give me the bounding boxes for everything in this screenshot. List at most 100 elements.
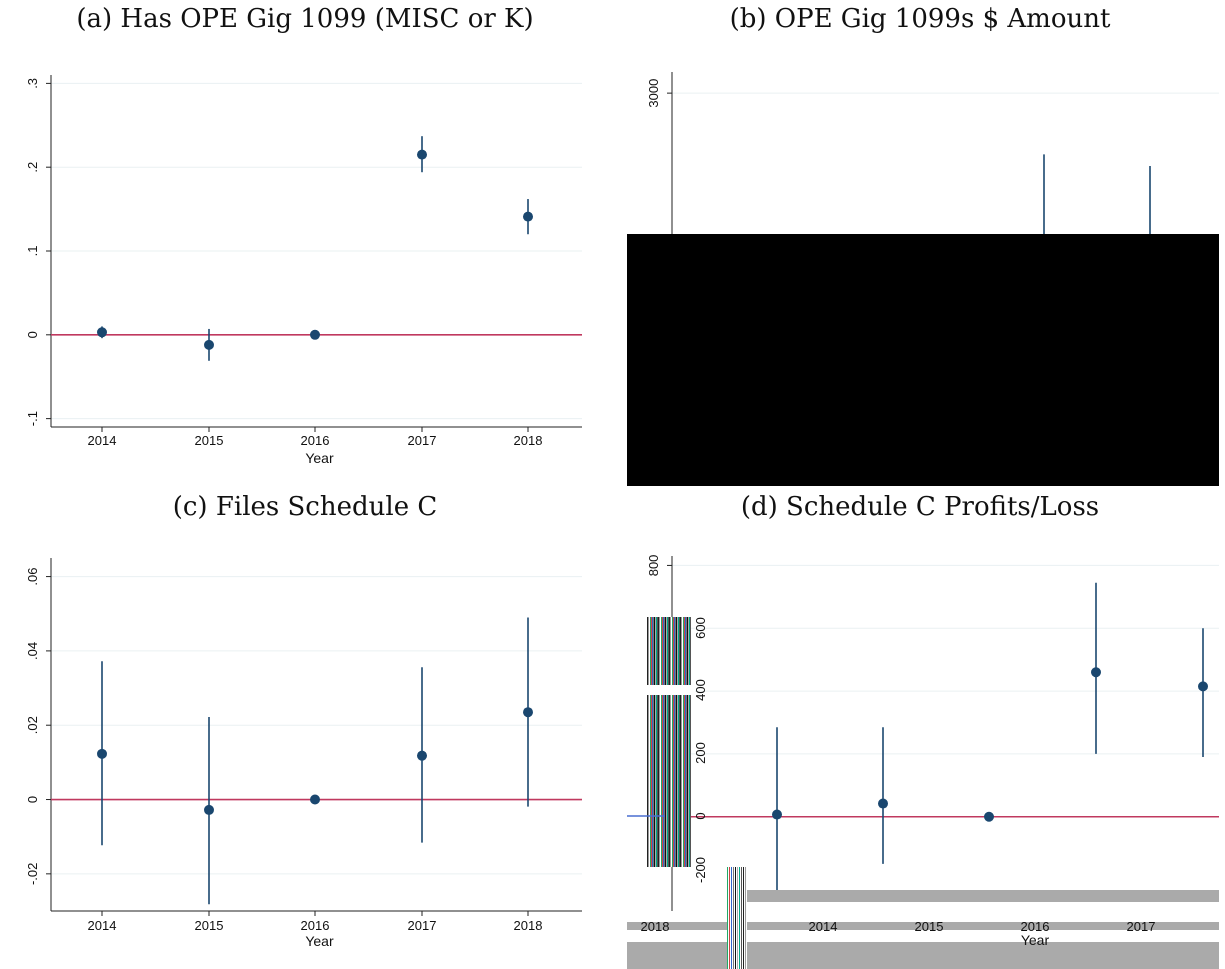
caption-a: (a) Has OPE Gig 1099 (MISC or K) (76, 4, 534, 34)
x-tick-label: 2018 (514, 918, 543, 933)
glitch-x-tick-label: 2015 (915, 919, 944, 934)
glitch-stripe (741, 867, 742, 969)
y-tick-label: .1 (25, 246, 40, 257)
caption-d: (d) Schedule C Profits/Loss (740, 492, 1100, 522)
glitch-stripe (666, 617, 667, 867)
glitch-stripe (671, 617, 672, 867)
glitch-stripe (731, 867, 732, 969)
x-axis-title: Year (305, 450, 334, 466)
chart-c: -.02 0 .02 .04 .06 2014 2015 2016 2017 2018 Year (6, 540, 594, 965)
glitch-stripe (733, 867, 734, 969)
glitch-x-tick-label: 2017 (1127, 919, 1156, 934)
data-point (97, 748, 107, 759)
chart-a: -.1 0 .1 .2 .3 2014 2015 2016 2017 2018 Year (6, 42, 594, 484)
data-point (523, 211, 533, 222)
x-tick-label: 2015 (195, 433, 224, 448)
glitch-stripe (745, 867, 746, 969)
glitch-y-tick-label: -200 (693, 857, 708, 883)
data-point (984, 811, 994, 822)
glitch-stripe (650, 617, 651, 867)
data-point (1198, 681, 1208, 692)
caption-b: (b) OPE Gig 1099s $ Amount (729, 4, 1111, 34)
glitch-stripe (670, 617, 671, 867)
x-tick-label: 2017 (408, 433, 437, 448)
glitch-stripe (669, 617, 670, 867)
x-tick-label: 2014 (88, 918, 117, 933)
x-tick-label: 2014 (88, 433, 117, 448)
y-tick-label: 0 (25, 331, 40, 338)
glitch-stripe (687, 617, 688, 867)
glitch-stripe (727, 867, 728, 969)
data-point (310, 329, 320, 340)
glitch-bar (627, 922, 1219, 930)
glitch-y-tick-label: 400 (693, 679, 708, 701)
glitch-x-tick-label: 2016 (1021, 919, 1050, 934)
glitch-stripe (673, 617, 674, 867)
glitch-stripe (658, 617, 659, 867)
glitch-stripe (684, 617, 685, 867)
glitch-stripe (688, 617, 689, 867)
plot-background (627, 540, 1219, 969)
glitch-stripe (679, 617, 680, 867)
redaction-block (627, 234, 1219, 486)
glitch-x-tick-label: 2018 (641, 919, 670, 934)
glitch-stripe (651, 617, 652, 867)
glitch-stripe (686, 617, 687, 867)
chart-d: 020040060080020182014201520162017Year600… (627, 540, 1219, 969)
glitch-stripe (737, 867, 738, 969)
x-axis-title: Year (305, 933, 334, 949)
glitch-stripe (739, 867, 740, 969)
data-point (772, 809, 782, 820)
x-tick-label: 2016 (301, 918, 330, 933)
glitch-stripe (681, 617, 682, 867)
glitch-stripe (667, 617, 668, 867)
glitch-stripe (685, 617, 686, 867)
data-point (417, 149, 427, 160)
glitch-stripe (680, 617, 681, 867)
y-tick-label: 800 (646, 555, 661, 577)
glitch-bar (727, 890, 1219, 902)
glitch-stripe (690, 617, 691, 867)
x-tick-label: 2017 (408, 918, 437, 933)
plot-background (6, 42, 594, 484)
glitch-y-tick-label: 600 (693, 617, 708, 639)
panel-c: -.02 0 .02 .04 .06 2014 2015 2016 2017 2018 Year (6, 540, 594, 965)
panel-d: 020040060080020182014201520162017Year600… (627, 540, 1219, 969)
y-tick-label: .04 (25, 642, 40, 660)
y-tick-label: .02 (25, 716, 40, 734)
y-tick-label: 0 (25, 796, 40, 803)
glitch-y-tick-label: 200 (693, 742, 708, 764)
glitch-stripe (689, 617, 690, 867)
glitch-stripe (659, 617, 660, 867)
caption-c: (c) Files Schedule C (172, 492, 438, 522)
glitch-stripe (664, 617, 665, 867)
glitch-stripe (661, 617, 662, 867)
glitch-gap (645, 685, 695, 695)
data-point (878, 798, 888, 809)
data-point (1091, 667, 1101, 678)
glitch-stripe (743, 867, 744, 969)
glitch-stripe (653, 617, 654, 867)
x-tick-label: 2015 (195, 918, 224, 933)
y-tick-label: .3 (25, 78, 40, 89)
data-point (417, 750, 427, 761)
glitch-stripe (668, 617, 669, 867)
y-tick-label: .06 (25, 568, 40, 586)
glitch-stripe (662, 617, 663, 867)
glitch-y-tick-label: 0 (693, 812, 708, 819)
y-tick-label: -.02 (25, 863, 40, 885)
glitch-x-tick-label: 2014 (809, 919, 838, 934)
data-point (310, 794, 320, 805)
plot-background (6, 540, 594, 965)
glitch-stripe (657, 617, 658, 867)
x-tick-label: 2016 (301, 433, 330, 448)
glitch-stripe (655, 617, 656, 867)
y-tick-label: -.1 (25, 411, 40, 426)
glitch-stripe (654, 617, 655, 867)
data-point (204, 804, 214, 815)
glitch-stripe (682, 617, 683, 867)
glitch-stripe (656, 617, 657, 867)
glitch-stripe (652, 617, 653, 867)
glitch-stripe (663, 617, 664, 867)
glitch-stripe (676, 617, 677, 867)
